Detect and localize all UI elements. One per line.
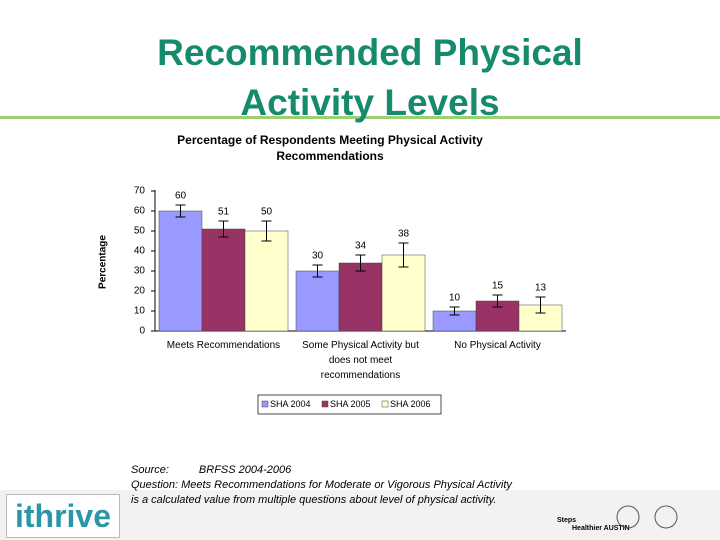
partner-logo: Healthier AUSTIN [572,525,630,532]
y-axis-label: Percentage [98,235,109,289]
bar [244,230,289,332]
error-bar [492,294,503,308]
error-bar [261,220,272,242]
legend-label: SHA 2006 [390,399,431,409]
seal [654,505,678,529]
x-tick-label: No Physical Activity [454,340,541,351]
source-label: Source: [131,464,169,476]
data-label: 15 [492,281,504,292]
slide-title: Recommended Physical Activity Levels [157,32,583,123]
seal [616,505,640,529]
y-tick-label: 70 [134,186,146,197]
title-rule [0,116,720,119]
legend-label: SHA 2005 [330,399,371,409]
y-tick-label: 0 [139,326,145,337]
x-tick-label: Meets Recommendations [166,340,281,351]
error-bar [535,296,546,314]
data-label: 10 [449,293,461,304]
question: Question: Meets Recommendations for Mode… [131,479,512,506]
data-label: 30 [312,251,324,262]
data-label: 60 [175,191,187,202]
legend [257,394,442,415]
data-label: 51 [218,207,230,218]
bar [158,210,203,332]
x-tick-label: Some Physical Activity but does not meet… [302,340,419,381]
bar [338,262,383,332]
legend-swatch [261,400,269,408]
bar [381,254,426,332]
data-label: 13 [535,283,547,294]
chart-title: Percentage of Respondents Meeting Physic… [177,133,483,163]
data-label: 34 [355,241,367,252]
partner-logo: Steps [557,517,576,524]
legend-swatch [321,400,329,408]
data-label: 50 [261,207,273,218]
legend-swatch [381,400,389,408]
error-bar [355,254,366,272]
y-tick-label: 20 [134,286,146,297]
error-bar [218,220,229,238]
y-tick-label: 10 [134,306,146,317]
source-note: Source: BRFSS 2004-2006 Question: Meets Re… [131,463,521,508]
bar [295,270,340,332]
error-bar [398,242,409,268]
y-tick-label: 30 [134,266,146,277]
error-bar [449,306,460,316]
error-bar [175,204,186,218]
logo: ithrive [6,494,120,538]
footer-band [0,490,720,540]
source: BRFSS 2004-2006 [198,464,292,476]
bar [201,228,246,332]
y-tick-label: 60 [134,206,146,217]
y-tick-label: 40 [134,246,146,257]
y-tick-label: 50 [134,226,146,237]
data-label: 38 [398,229,410,240]
legend-label: SHA 2004 [270,399,311,409]
error-bar [312,264,323,278]
